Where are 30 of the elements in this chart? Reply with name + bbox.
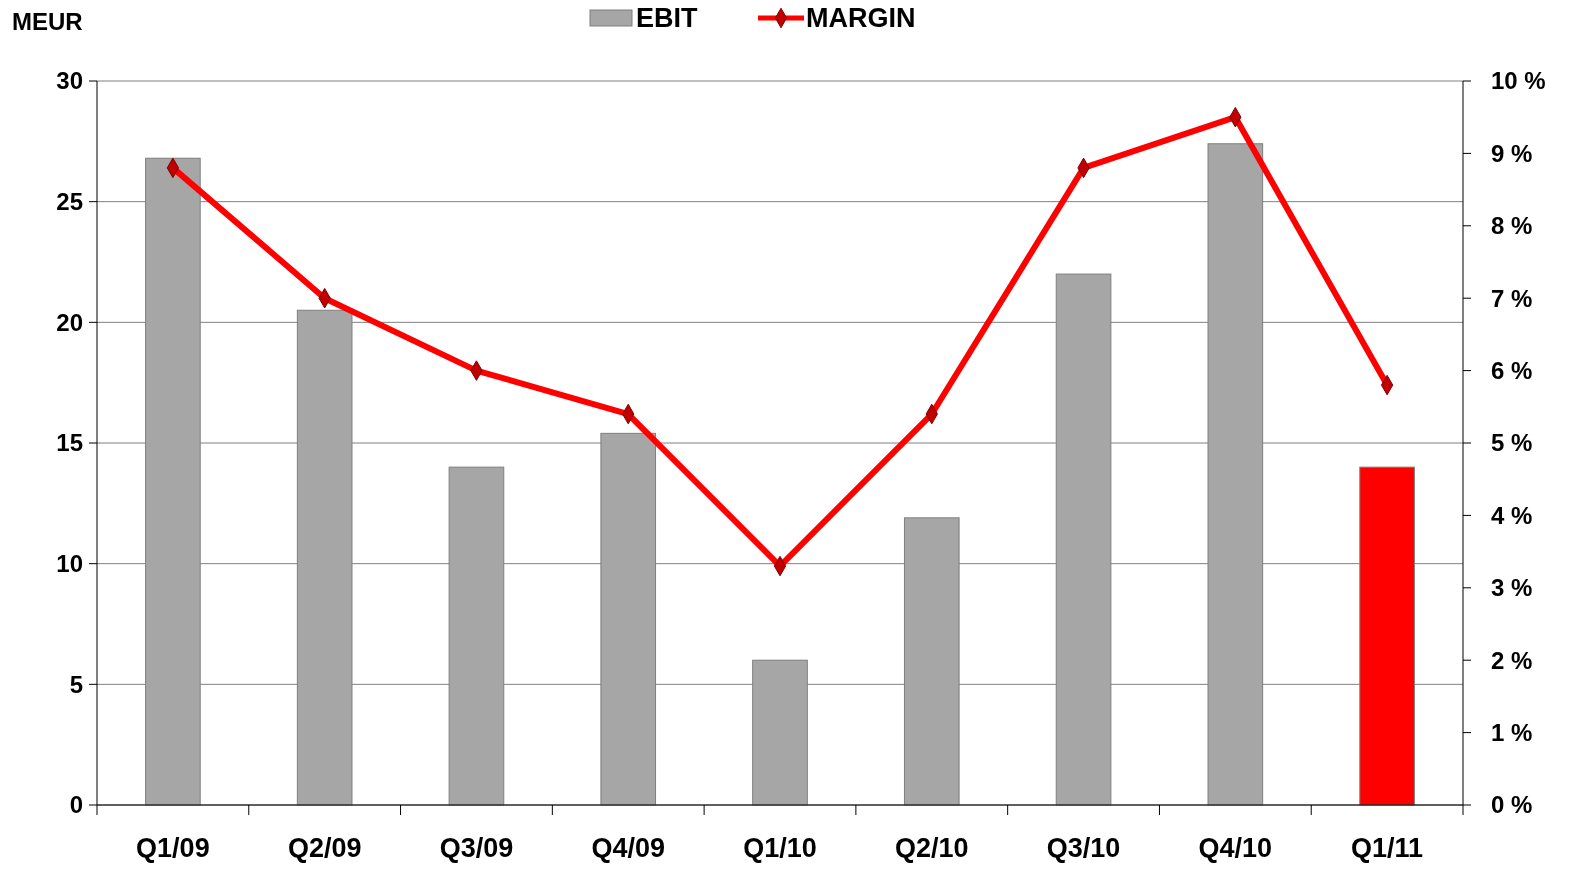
y2-tick-label: 1 % <box>1491 719 1533 746</box>
x-tick-label: Q3/10 <box>1046 833 1121 863</box>
y2-tick-label: 8 % <box>1491 212 1533 240</box>
y2-tick-label: 0 % <box>1491 791 1533 819</box>
y-axis-title: MEUR <box>12 8 83 35</box>
x-tick-label: Q4/10 <box>1198 833 1273 863</box>
x-tick-label: Q3/09 <box>439 833 514 863</box>
x-tick-label: Q4/09 <box>591 833 665 863</box>
x-tick-label: Q2/09 <box>287 833 362 863</box>
x-tick-label: Q1/11 <box>1351 833 1424 863</box>
y2-tick-label: 9 % <box>1491 139 1533 167</box>
y2-tick-label: 5 % <box>1491 429 1533 457</box>
legend-label: EBIT <box>636 3 699 34</box>
y2-tick-label: 6 % <box>1491 357 1533 384</box>
y2-tick-label: 7 % <box>1491 284 1533 312</box>
y-tick-label: 0 <box>69 791 83 819</box>
y-tick-label: 5 <box>69 670 83 698</box>
y2-tick-label: 4 % <box>1491 501 1533 529</box>
y2-tick-label: 3 % <box>1491 574 1533 602</box>
x-tick-label: Q2/10 <box>895 833 969 863</box>
y-tick-label: 25 <box>56 188 83 216</box>
y2-tick-label: 10 % <box>1491 67 1546 95</box>
x-tick-label: Q1/10 <box>743 833 817 863</box>
y-tick-label: 15 <box>56 429 83 457</box>
x-tick-label: Q1/09 <box>136 833 210 863</box>
y-tick-label: 30 <box>56 67 83 95</box>
y-tick-label: 20 <box>56 308 83 336</box>
y2-tick-label: 2 % <box>1491 646 1533 674</box>
legend-label: MARGIN <box>806 3 916 34</box>
y-tick-label: 10 <box>56 550 83 578</box>
